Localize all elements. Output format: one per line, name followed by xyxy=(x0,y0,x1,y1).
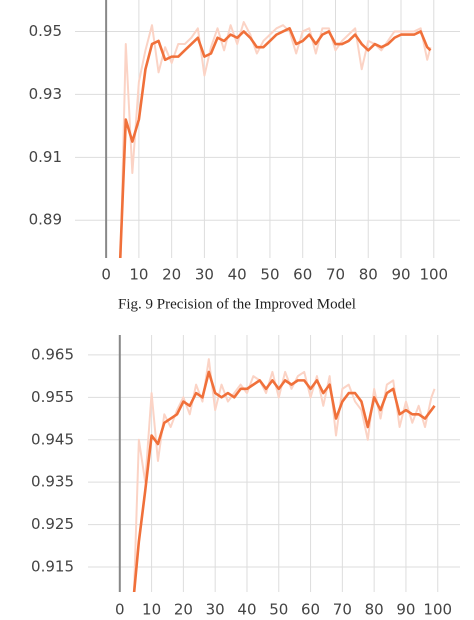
x-tick-label: 10 xyxy=(142,601,161,619)
x-tick-label: 70 xyxy=(326,266,345,284)
x-tick-label: 90 xyxy=(391,266,410,284)
x-tick-label: 100 xyxy=(423,601,452,619)
smoothed-line xyxy=(132,370,436,592)
y-tick-label: 0.89 xyxy=(29,211,62,229)
y-tick-label: 0.915 xyxy=(31,557,74,575)
x-tick-label: 50 xyxy=(269,601,288,619)
y-tick-label: 0.925 xyxy=(31,515,74,533)
y-tick-label: 0.945 xyxy=(31,430,74,448)
x-tick-label: 50 xyxy=(260,266,279,284)
y-tick-label: 0.95 xyxy=(29,22,62,40)
x-tick-label: 80 xyxy=(365,601,384,619)
y-tick-label: 0.91 xyxy=(29,148,62,166)
x-tick-label: 40 xyxy=(228,266,247,284)
x-tick-label: 20 xyxy=(162,266,181,284)
x-tick-label: 10 xyxy=(129,266,148,284)
y-tick-label: 0.935 xyxy=(31,473,74,491)
x-tick-label: 80 xyxy=(359,266,378,284)
smoothed-line xyxy=(118,27,432,258)
y-tick-label: 0.955 xyxy=(31,388,74,406)
x-tick-label: 30 xyxy=(195,266,214,284)
raw-line xyxy=(119,21,432,258)
x-tick-label: 0 xyxy=(115,601,125,619)
x-tick-label: 30 xyxy=(206,601,225,619)
x-tick-label: 90 xyxy=(396,601,415,619)
x-tick-label: 0 xyxy=(101,266,111,284)
caption: Fig. 9 Precision of the Improved Model xyxy=(118,296,356,312)
raw-line xyxy=(133,358,436,592)
x-tick-label: 60 xyxy=(293,266,312,284)
x-tick-label: 60 xyxy=(301,601,320,619)
x-tick-label: 40 xyxy=(237,601,256,619)
y-tick-label: 0.965 xyxy=(31,345,74,363)
x-tick-label: 20 xyxy=(174,601,193,619)
x-tick-label: 70 xyxy=(333,601,352,619)
y-tick-label: 0.93 xyxy=(29,85,62,103)
x-tick-label: 100 xyxy=(419,266,448,284)
